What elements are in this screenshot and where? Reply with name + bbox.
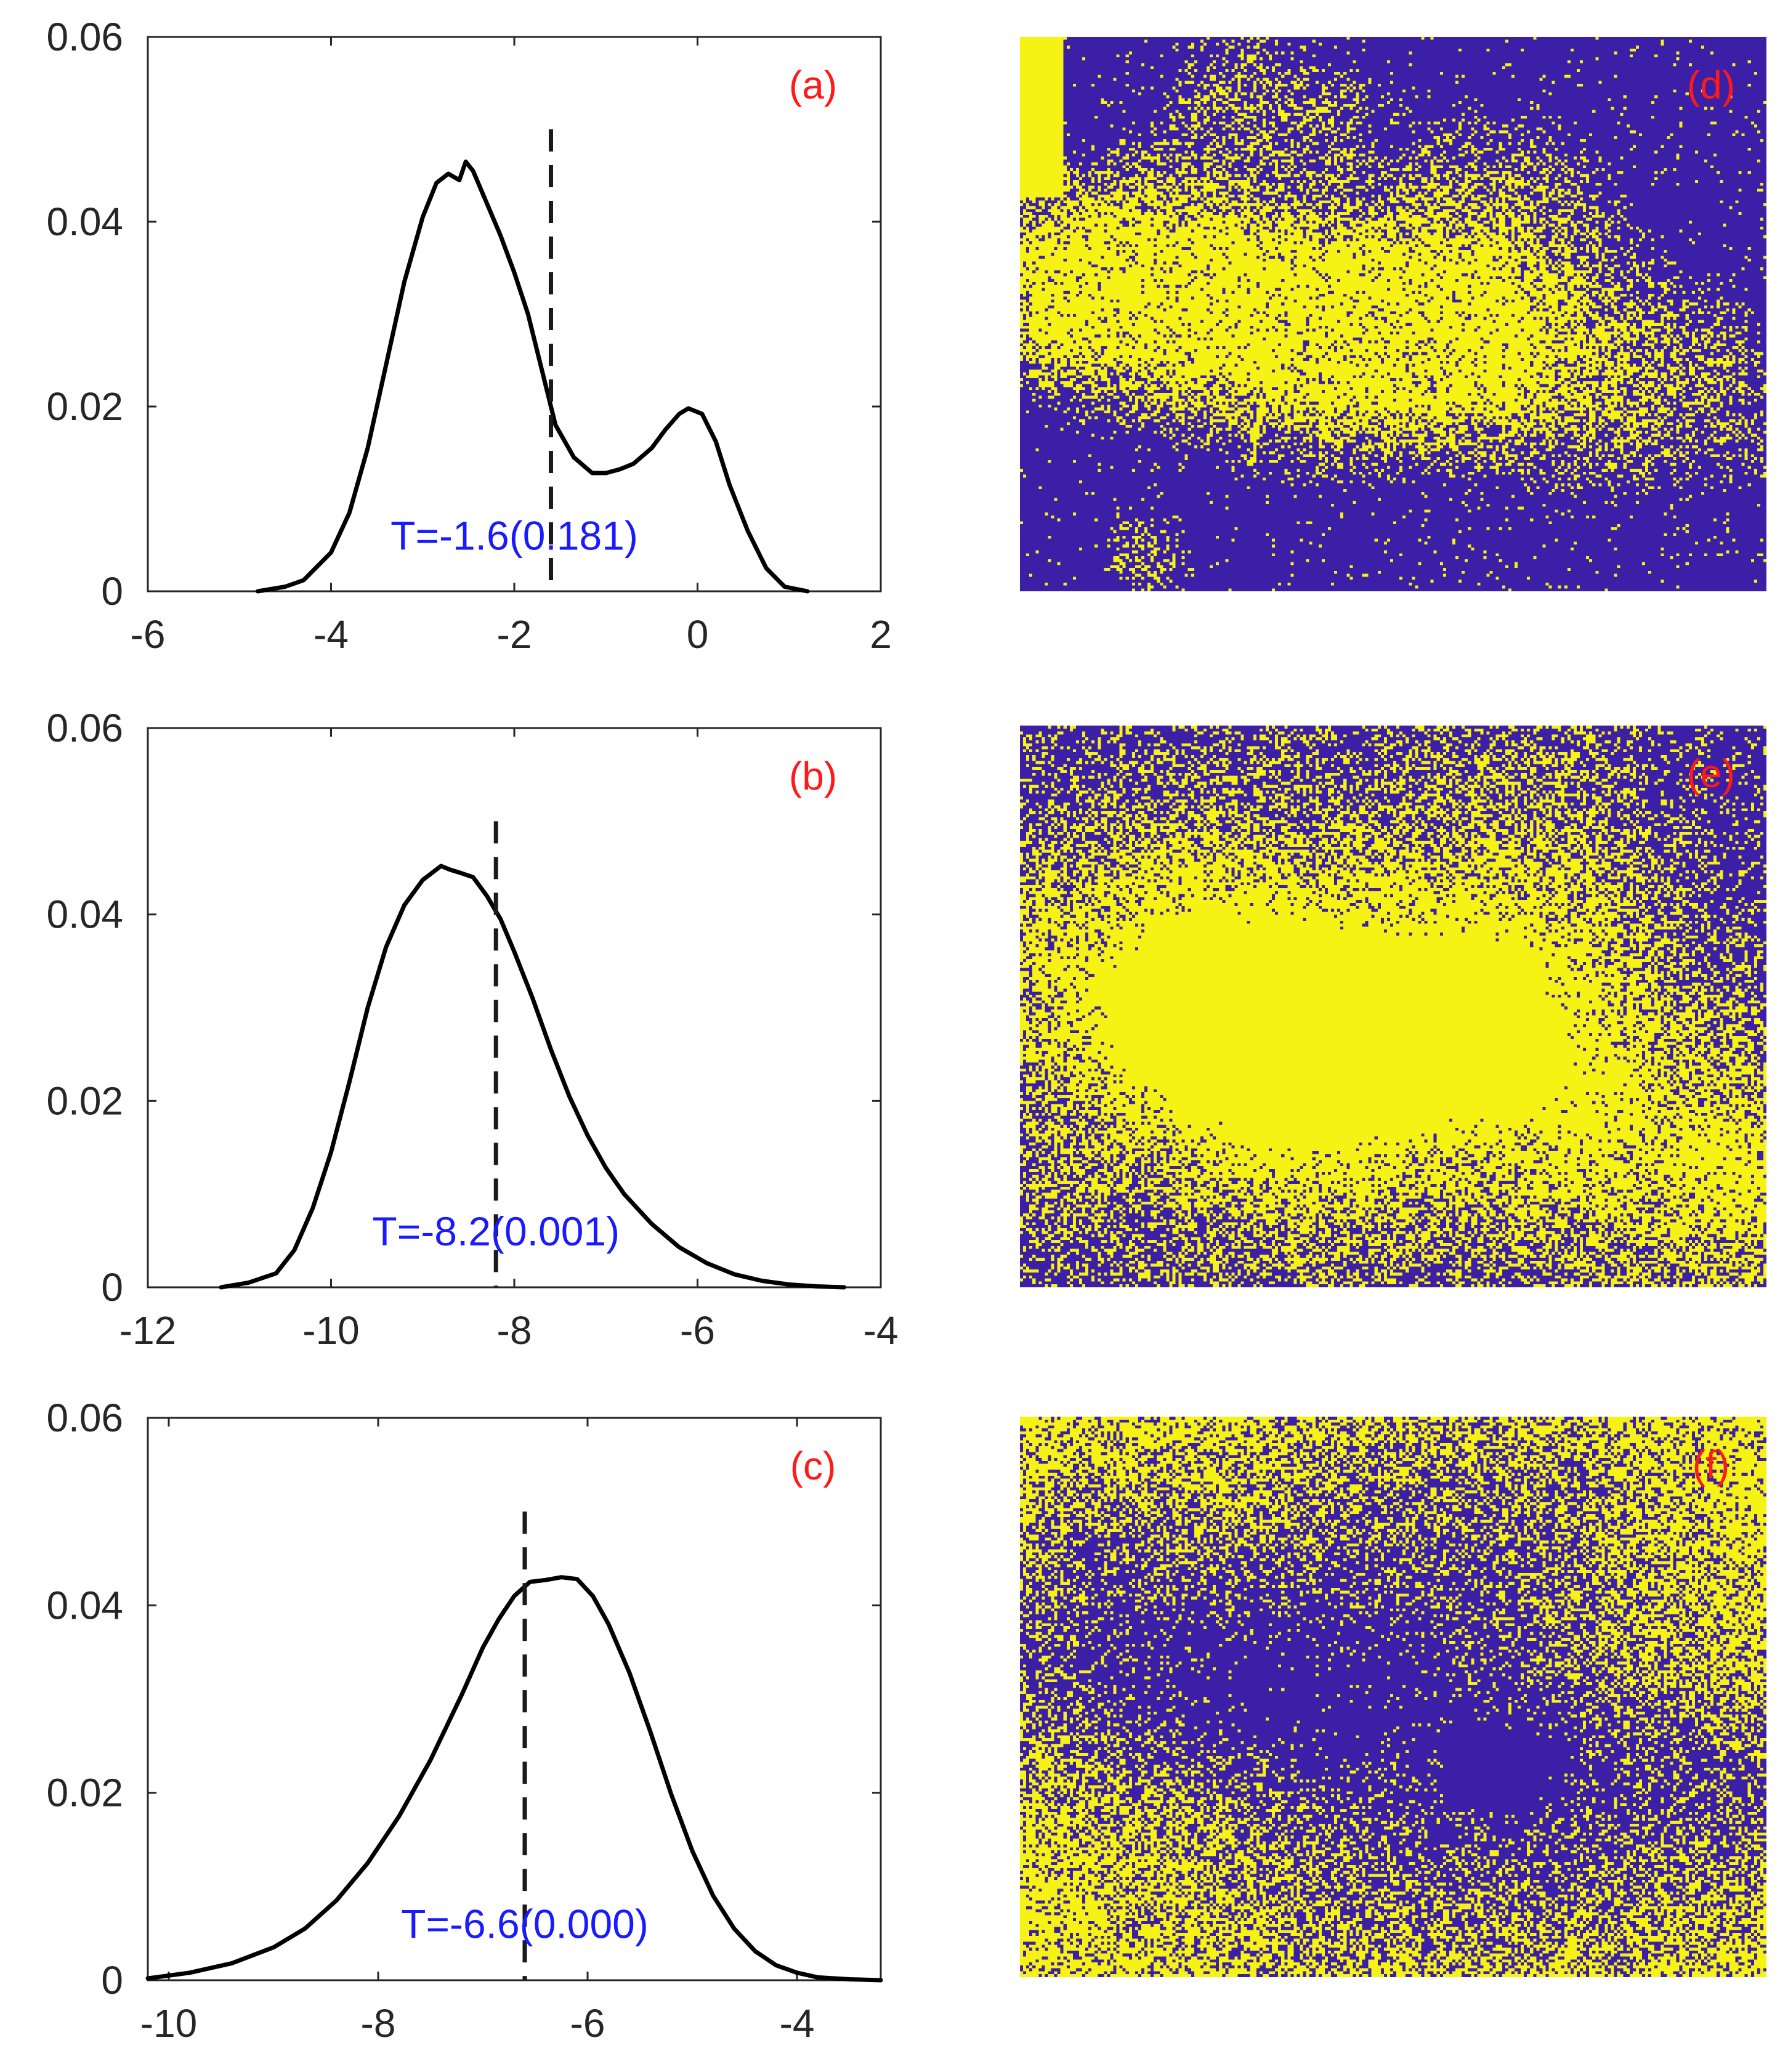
y-tick-label: 0.02: [46, 1078, 123, 1123]
y-tick-label: 0.02: [46, 384, 123, 429]
classification-map-image: [1020, 37, 1766, 591]
binary-map-2: (f): [1020, 1417, 1766, 1977]
x-tick-label: 2: [870, 612, 892, 657]
threshold-annotation: T=-1.6(0.181): [390, 513, 638, 559]
binary-map-0: (d): [1020, 37, 1766, 591]
x-tick-label: -10: [302, 1308, 360, 1353]
x-tick-label: -8: [497, 1308, 532, 1353]
y-tick-label: 0.04: [46, 1583, 123, 1627]
density-panel-2: -10 -8 -6 -4 0 0.02 0.04 0.06 T=-6.6(0.000) (c): [46, 1396, 883, 2046]
y-tick-label: 0.06: [46, 1396, 123, 1440]
y-tick-label: 0: [101, 1958, 123, 2002]
classification-map-image: [1020, 726, 1766, 1287]
panel-label: (e): [1687, 751, 1735, 796]
x-tick-label: -6: [680, 1308, 715, 1353]
plot-frame: [147, 1417, 882, 1981]
x-tick-label: 0: [687, 612, 709, 657]
density-curve: [256, 160, 810, 594]
x-tick-label: -4: [780, 2001, 815, 2046]
x-tick-label: -4: [314, 612, 349, 657]
plot-frame: [147, 727, 882, 1289]
x-tick-label: -2: [497, 612, 532, 657]
panel-label: (f): [1693, 1443, 1729, 1487]
classification-map-image: [1020, 1417, 1766, 1977]
y-tick-label: 0.02: [46, 1771, 123, 1815]
x-tick-label: -6: [570, 2001, 605, 2046]
plot-frame: [147, 36, 882, 593]
y-tick-label: 0.06: [46, 15, 123, 59]
x-tick-label: -12: [119, 1308, 177, 1353]
density-curve: [145, 1575, 883, 1983]
panel-label: (b): [789, 754, 837, 798]
y-tick-label: 0.04: [46, 200, 123, 244]
y-tick-label: 0: [101, 1265, 123, 1309]
y-tick-label: 0.04: [46, 892, 123, 937]
threshold-annotation: T=-8.2(0.001): [372, 1208, 620, 1254]
density-curve: [219, 864, 846, 1290]
density-panel-0: -6 -4 -2 0 2 0 0.02 0.04 0.06 T=-1.6(0.181) (a): [46, 15, 891, 657]
panel-label: (c): [790, 1444, 836, 1488]
density-panel-1: -12 -10 -8 -6 -4 0 0.02 0.04 0.06 T=-8.2(0.001) (b…: [46, 706, 898, 1353]
x-tick-label: -4: [864, 1308, 899, 1353]
y-tick-label: 0.06: [46, 706, 123, 750]
x-tick-label: -8: [361, 2001, 396, 2046]
panel-label: (d): [1687, 63, 1735, 107]
panel-label: (a): [789, 63, 837, 107]
x-tick-label: -6: [131, 612, 166, 657]
x-tick-label: -10: [140, 2001, 198, 2046]
threshold-annotation: T=-6.6(0.000): [401, 1901, 649, 1947]
binary-map-1: (e): [1020, 726, 1766, 1287]
y-tick-label: 0: [101, 569, 123, 613]
